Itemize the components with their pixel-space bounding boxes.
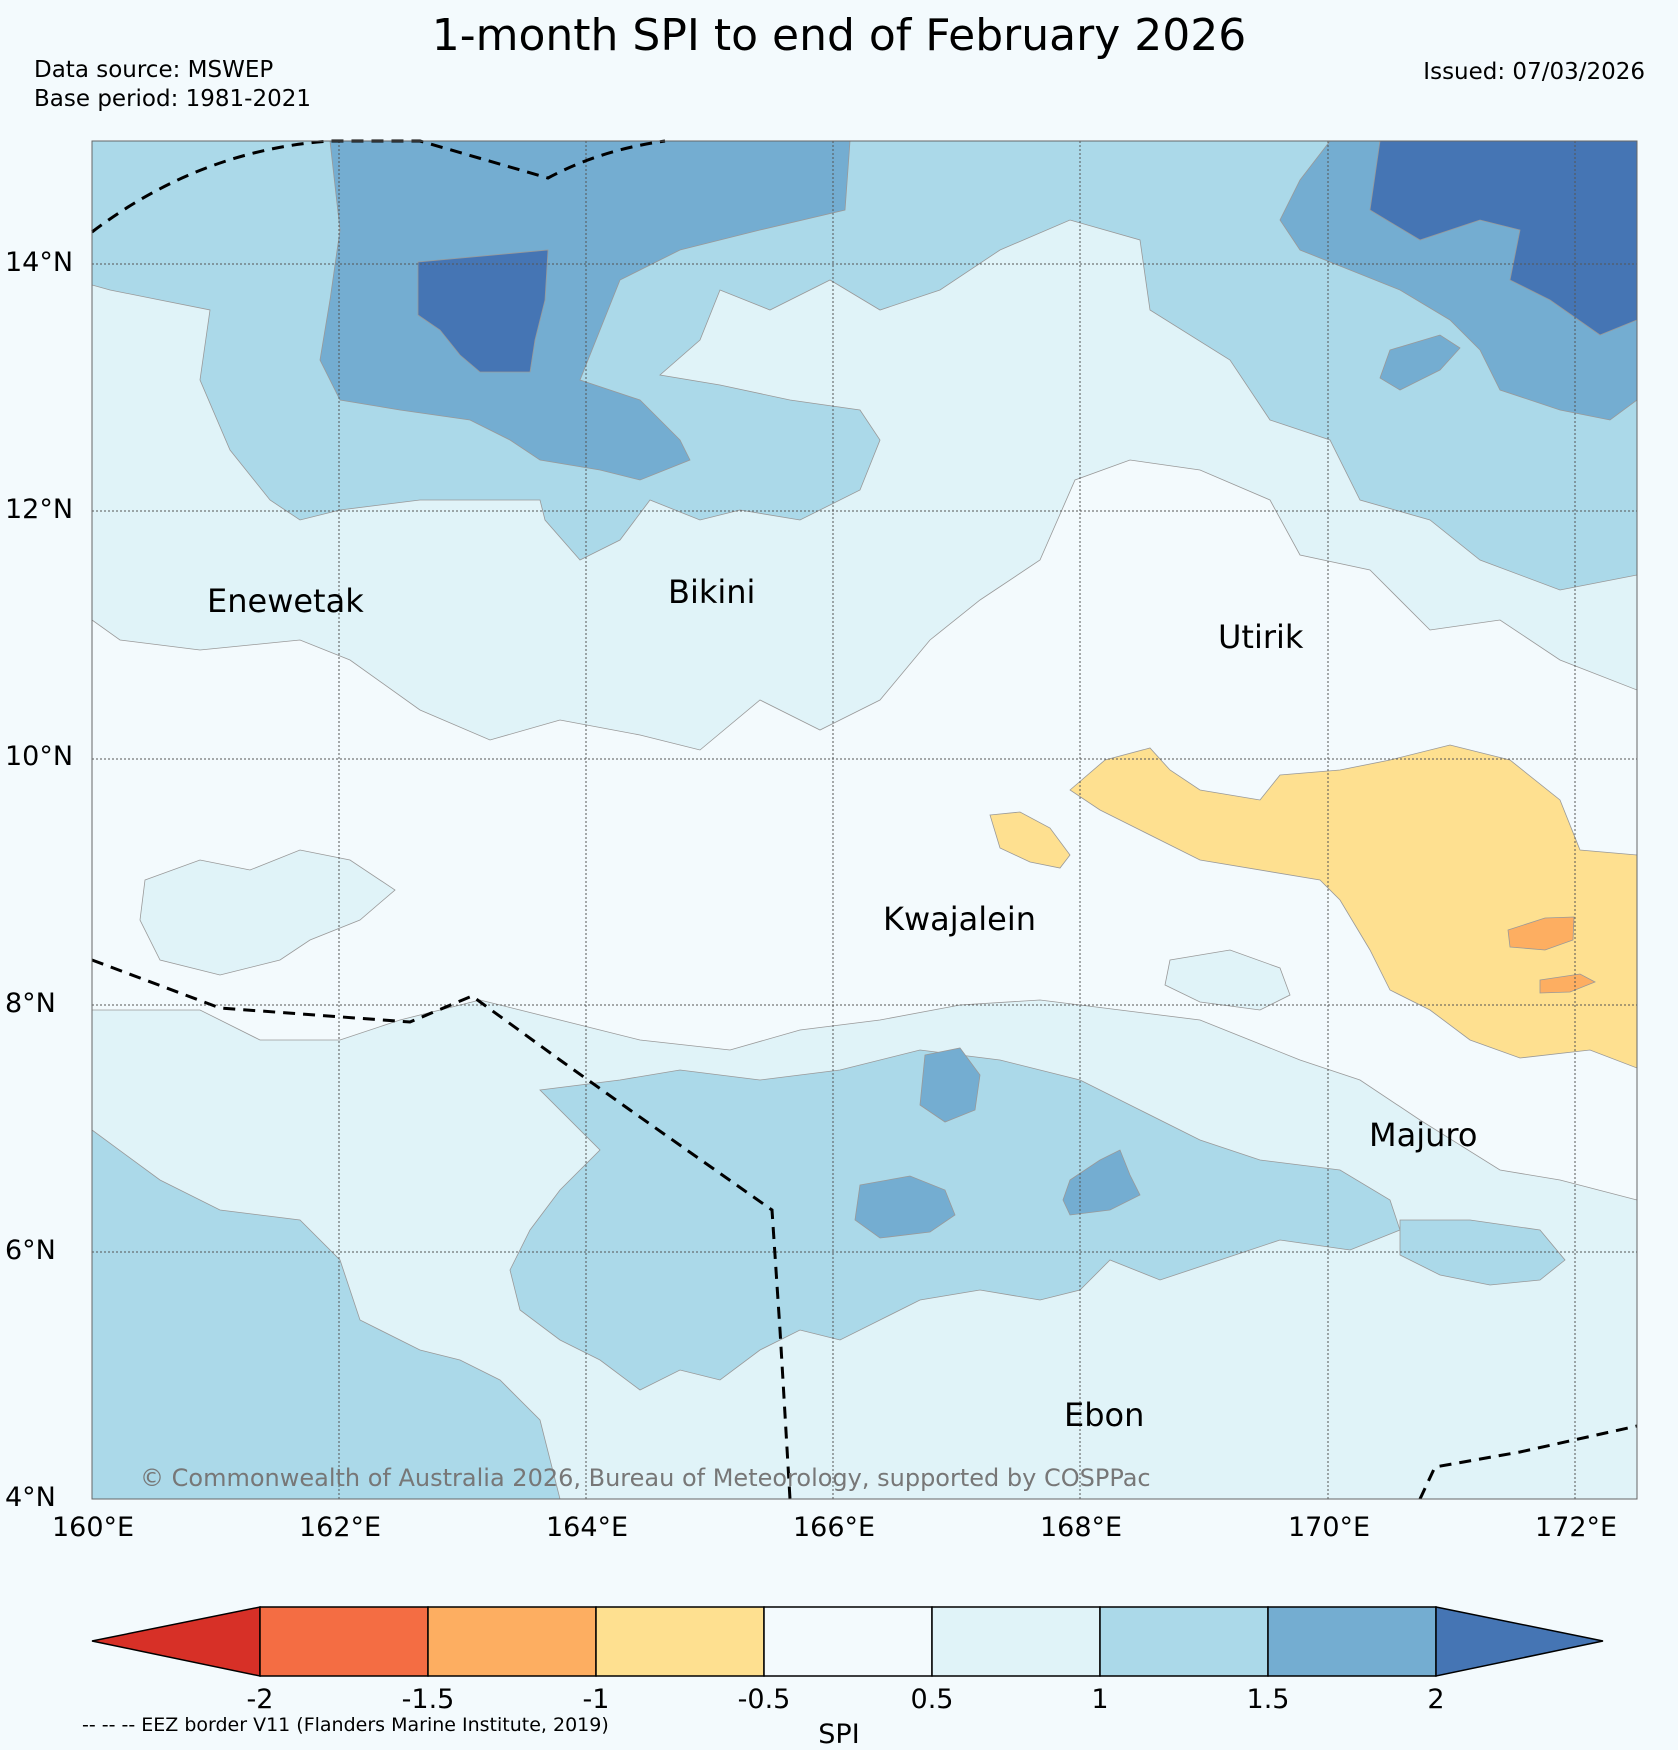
colorbar-bin (931, 1606, 1101, 1677)
spi-very-wet-northwest (417, 249, 549, 373)
spi-contours (92, 141, 1637, 1499)
colorbar-label: 1 (1091, 1684, 1109, 1715)
colorbar-label: -2 (246, 1684, 274, 1715)
data-source-text: Data source: MSWEP (34, 57, 274, 83)
colorbar-label: -0.5 (737, 1684, 791, 1715)
spi-wet-0.5-1-west-patch (139, 849, 396, 976)
base-period-text: Base period: 1981-2021 (34, 86, 312, 112)
colorbar-label: 1.5 (1246, 1684, 1290, 1715)
spi-dry-1-1.5-patch-1 (1507, 916, 1575, 951)
place-enewetak: Enewetak (207, 582, 364, 620)
place-ebon: Ebon (1064, 1396, 1144, 1434)
colorbar-label: 0.5 (910, 1684, 954, 1715)
spi-wet-1-1.5-central (509, 1049, 1401, 1391)
map-title: 1-month SPI to end of February 2026 (431, 10, 1247, 61)
colorbar-bin (259, 1606, 429, 1677)
lat-tick-6: 6°N (5, 1235, 56, 1266)
colorbar-bin (427, 1606, 597, 1677)
issued-date: Issued: 07/03/2026 (1423, 59, 1645, 85)
lat-tick-8: 8°N (5, 988, 56, 1019)
lon-tick-172: 172°E (1535, 1512, 1618, 1543)
spi-wet-1.5-2-patch-a (919, 1047, 981, 1123)
colorbar-bin (1099, 1606, 1269, 1677)
colorbar-extend-low (91, 1606, 261, 1677)
spi-very-wet-northeast (1369, 141, 1637, 336)
data-source-info: Data source: MSWEP Base period: 1981-202… (34, 56, 311, 114)
spi-dry-1-1.5-patch-2 (1539, 973, 1596, 994)
colorbar-title: SPI (818, 1719, 860, 1750)
lat-tick-10: 10°N (5, 741, 74, 772)
spi-wet-1.5-2-northwest (319, 141, 851, 481)
spi-dry-0.5-1-islet (989, 811, 1071, 869)
colorbar-label: -1.5 (401, 1684, 455, 1715)
colorbar-extend-high (1435, 1606, 1604, 1677)
colorbar (91, 1606, 1604, 1677)
spi-wet-1.5-2-patch-c (1062, 1149, 1141, 1216)
spi-wet-1.5-2-patch-b (854, 1175, 956, 1239)
colorbar-bin (595, 1606, 765, 1677)
lat-tick-14: 14°N (5, 247, 74, 278)
colorbar-label: 2 (1427, 1684, 1445, 1715)
copyright-notice: © Commonwealth of Australia 2026, Bureau… (140, 1464, 1151, 1492)
eez-footnote: -- -- -- EEZ border V11 (Flanders Marine… (82, 1714, 609, 1736)
colorbar-label: -1 (582, 1684, 610, 1715)
colorbar-bin (763, 1606, 933, 1677)
place-kwajalein: Kwajalein (883, 900, 1036, 938)
lon-tick-164: 164°E (546, 1512, 629, 1543)
lon-tick-166: 166°E (793, 1512, 876, 1543)
lon-tick-168: 168°E (1040, 1512, 1123, 1543)
colorbar-bin (1267, 1606, 1437, 1677)
eez-borders (91, 139, 1638, 1500)
place-labels: Enewetak Bikini Utirik Kwajalein Majuro … (207, 573, 1477, 1434)
place-majuro: Majuro (1369, 1116, 1477, 1154)
spi-wet-1-1.5-south (92, 1129, 561, 1499)
lon-tick-170: 170°E (1288, 1512, 1371, 1543)
spi-wet-0.5-1-central-patch (1164, 949, 1291, 1011)
place-utirik: Utirik (1218, 618, 1304, 656)
lon-tick-160: 160°E (52, 1512, 135, 1543)
place-bikini: Bikini (668, 573, 755, 611)
spi-wet-1-1.5-east (1399, 1219, 1566, 1286)
lon-tick-162: 162°E (299, 1512, 382, 1543)
map-gridlines (92, 141, 1637, 1499)
spi-dry-0.5-1-east (1069, 744, 1637, 1069)
lat-tick-4: 4°N (5, 1482, 56, 1513)
lat-tick-12: 12°N (5, 494, 74, 525)
map-frame (91, 140, 1638, 1500)
spi-wet-1.5-2-northeast-patch (1379, 334, 1461, 391)
